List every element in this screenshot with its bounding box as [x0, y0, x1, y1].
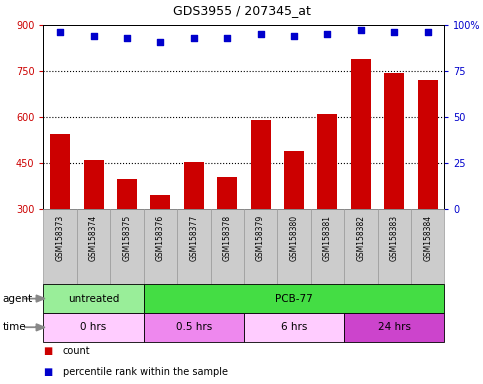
- Text: agent: agent: [2, 293, 32, 304]
- Bar: [84, 159, 103, 209]
- Bar: [217, 177, 237, 209]
- Bar: [110, 209, 144, 284]
- Point: [156, 38, 164, 45]
- Text: untreated: untreated: [68, 293, 119, 304]
- Text: percentile rank within the sample: percentile rank within the sample: [63, 367, 228, 377]
- Text: 0 hrs: 0 hrs: [81, 322, 107, 333]
- Text: ■: ■: [43, 346, 53, 356]
- Point: [290, 33, 298, 39]
- Bar: [144, 284, 444, 313]
- Bar: [418, 80, 438, 209]
- Point: [223, 35, 231, 41]
- Bar: [251, 120, 270, 209]
- Text: GSM158375: GSM158375: [123, 215, 131, 261]
- Text: GSM158384: GSM158384: [423, 215, 432, 261]
- Text: GSM158374: GSM158374: [89, 215, 98, 261]
- Bar: [77, 209, 110, 284]
- Bar: [117, 179, 137, 209]
- Text: GSM158373: GSM158373: [56, 215, 65, 261]
- Bar: [284, 151, 304, 209]
- Point: [424, 29, 431, 35]
- Bar: [43, 284, 144, 313]
- Text: 6 hrs: 6 hrs: [281, 322, 307, 333]
- Text: ■: ■: [43, 367, 53, 377]
- Bar: [43, 313, 144, 342]
- Text: GSM158382: GSM158382: [356, 215, 365, 260]
- Bar: [277, 209, 311, 284]
- Point: [257, 31, 265, 37]
- Text: time: time: [2, 322, 26, 333]
- Text: GSM158383: GSM158383: [390, 215, 399, 261]
- Text: GSM158380: GSM158380: [289, 215, 298, 261]
- Bar: [184, 162, 204, 209]
- Text: count: count: [63, 346, 90, 356]
- Bar: [50, 134, 70, 209]
- Point: [390, 29, 398, 35]
- Text: 0.5 hrs: 0.5 hrs: [176, 322, 212, 333]
- Text: GDS3955 / 207345_at: GDS3955 / 207345_at: [172, 4, 311, 17]
- Bar: [317, 114, 338, 209]
- Bar: [177, 209, 211, 284]
- Bar: [43, 209, 77, 284]
- Point: [357, 27, 365, 33]
- Point: [123, 35, 131, 41]
- Bar: [244, 313, 344, 342]
- Point: [90, 33, 98, 39]
- Text: GSM158377: GSM158377: [189, 215, 199, 261]
- Text: GSM158379: GSM158379: [256, 215, 265, 261]
- Bar: [150, 195, 170, 209]
- Point: [324, 31, 331, 37]
- Text: 24 hrs: 24 hrs: [378, 322, 411, 333]
- Text: GSM158378: GSM158378: [223, 215, 232, 261]
- Point: [57, 29, 64, 35]
- Bar: [411, 209, 444, 284]
- Bar: [344, 209, 378, 284]
- Bar: [344, 313, 444, 342]
- Bar: [244, 209, 277, 284]
- Text: PCB-77: PCB-77: [275, 293, 313, 304]
- Bar: [351, 59, 371, 209]
- Bar: [144, 313, 244, 342]
- Bar: [384, 73, 404, 209]
- Bar: [211, 209, 244, 284]
- Bar: [378, 209, 411, 284]
- Point: [190, 35, 198, 41]
- Bar: [144, 209, 177, 284]
- Text: GSM158376: GSM158376: [156, 215, 165, 261]
- Text: GSM158381: GSM158381: [323, 215, 332, 260]
- Bar: [311, 209, 344, 284]
